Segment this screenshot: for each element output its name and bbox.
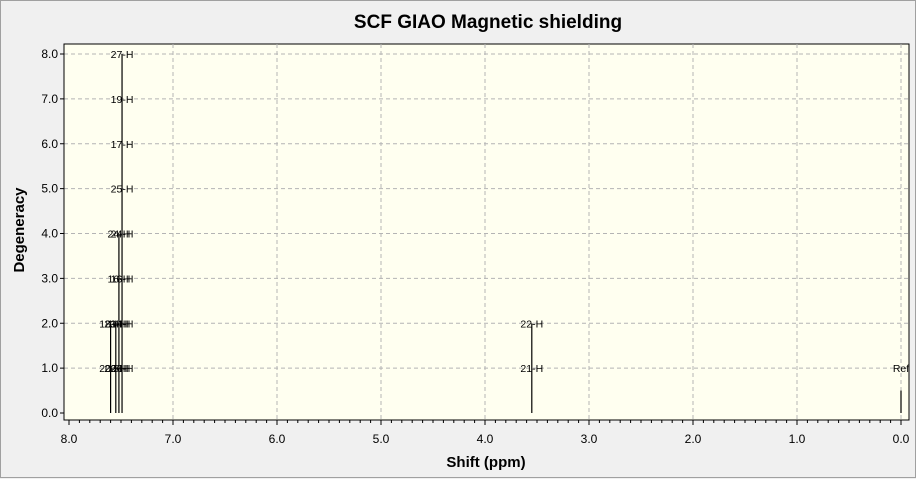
peak-label: 17-H [111, 139, 134, 151]
y-tick-label: 6.0 [41, 137, 58, 151]
peak-label: 16-H [111, 273, 134, 285]
y-tick-label: 5.0 [41, 182, 58, 196]
peak-labels: 20-H18-H26-H23-H15-H14-H16-H24-H26-H14-H… [99, 49, 909, 375]
y-tick-label: 2.0 [41, 316, 58, 330]
y-tick-label: 8.0 [41, 47, 58, 61]
peak-label: 25-H [111, 184, 134, 196]
x-tick-label: 2.0 [685, 432, 702, 446]
peak-bars [109, 54, 902, 413]
x-tick-label: 1.0 [789, 432, 806, 446]
tick-labels: 8.0 7.0 6.0 5.0 4.0 3.0 2.0 1.0 0.0 0.0 1.0 2.0 3.0 4… [41, 47, 909, 446]
peak-label: Ref [893, 363, 909, 375]
peak-label: 14-H [108, 318, 131, 330]
peak-label: 20-H [99, 363, 122, 375]
x-axis-title: Shift (ppm) [446, 454, 525, 471]
peak-label: 26-H [104, 363, 127, 375]
y-axis-title: Degeneracy [11, 187, 28, 273]
peak-label: 21-H [520, 363, 543, 375]
peak-label: 16-H [108, 273, 131, 285]
chart-title: SCF GIAO Magnetic shielding [354, 12, 622, 33]
x-tick-label: 4.0 [477, 432, 494, 446]
peak-label: 22-H [520, 318, 543, 330]
peak-label: 18-H [99, 318, 122, 330]
x-tick-label: 6.0 [269, 432, 286, 446]
peak-label: 23-H [104, 318, 127, 330]
x-tick-label: 0.0 [893, 432, 910, 446]
axes [60, 44, 909, 425]
peak-label: 24-H [108, 229, 131, 241]
x-tick-label: 8.0 [61, 432, 78, 446]
y-tick-label: 0.0 [41, 406, 58, 420]
peak-label: 27-H [111, 49, 134, 61]
peak-label: 14-H [111, 318, 134, 330]
grid-lines [64, 44, 909, 420]
x-tick-label: 3.0 [581, 432, 598, 446]
x-tick-label: 7.0 [165, 432, 182, 446]
y-tick-label: 4.0 [41, 227, 58, 241]
peak-label: 15-H [108, 363, 131, 375]
peak-label: 19-H [111, 94, 134, 106]
y-tick-label: 3.0 [41, 271, 58, 285]
y-tick-label: 7.0 [41, 92, 58, 106]
y-tick-label: 1.0 [41, 361, 58, 375]
peak-label: 24-H [111, 229, 134, 241]
plot-area [63, 43, 910, 421]
x-tick-label: 5.0 [373, 432, 390, 446]
peak-label: 26-H [111, 363, 134, 375]
